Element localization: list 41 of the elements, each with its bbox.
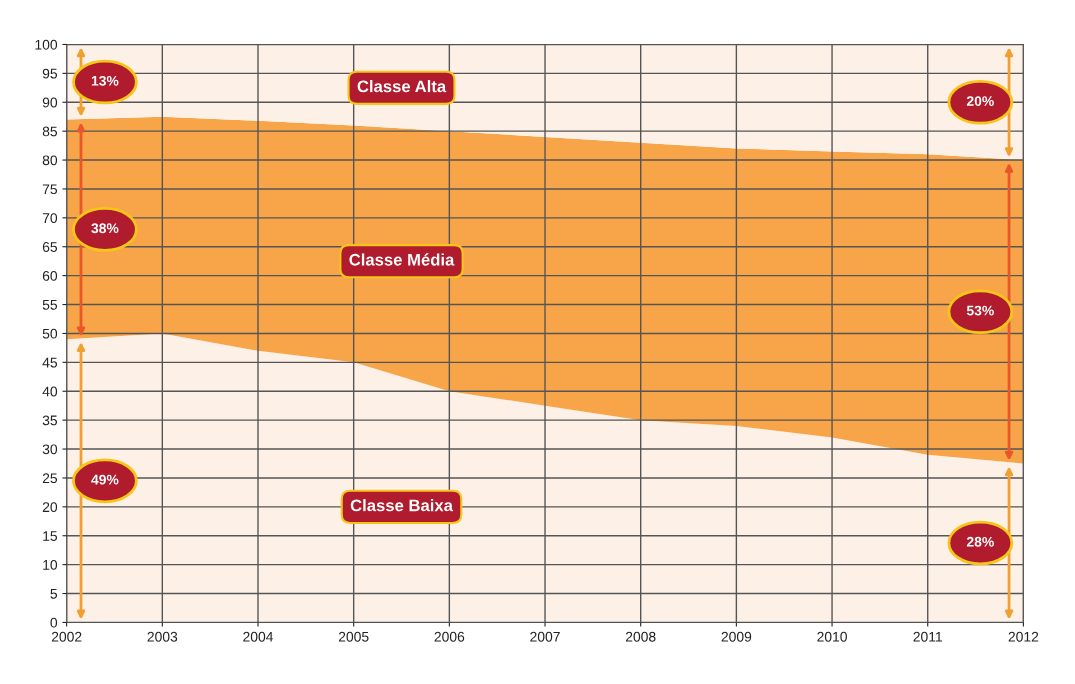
y-tick-label: 55 <box>42 300 58 310</box>
y-tick-label: 15 <box>43 531 58 541</box>
y-tick-label: 45 <box>42 357 58 368</box>
series-label: Classe Baixa <box>350 499 454 512</box>
x-tick-label: 2011 <box>913 631 942 642</box>
annotation: 53% <box>966 305 994 316</box>
y-tick-label: 85 <box>42 126 58 137</box>
y-tick-label: 35 <box>42 415 58 426</box>
x-tick-label: 2008 <box>625 631 656 642</box>
y-tick-label: 95 <box>42 68 58 79</box>
y-tick-label: 50 <box>42 328 58 339</box>
y-tick-label: 90 <box>42 97 58 108</box>
x-tick-label: 2009 <box>721 631 752 642</box>
annotation: 28% <box>966 536 994 547</box>
y-tick-label: 75 <box>42 184 58 195</box>
annotation: 13% <box>91 75 119 86</box>
series-label: Classe Média <box>349 253 455 266</box>
y-tick-label: 40 <box>42 386 58 397</box>
x-tick-label: 2004 <box>243 631 274 642</box>
y-tick-label: 100 <box>35 39 58 50</box>
annotation: 49% <box>91 474 119 485</box>
x-tick-label: 2003 <box>147 631 178 642</box>
x-tick-label: 2012 <box>1008 631 1039 642</box>
y-tick-label: 80 <box>42 155 58 166</box>
y-tick-label: 60 <box>42 270 58 281</box>
y-tick-label: 65 <box>42 242 58 252</box>
annotation: 20% <box>966 96 994 106</box>
x-tick-label: 2005 <box>338 631 369 642</box>
y-tick-label: 10 <box>43 559 58 570</box>
x-tick-label: 2006 <box>434 631 465 642</box>
x-tick-label: 2010 <box>817 631 847 642</box>
annotation: 38% <box>91 223 119 234</box>
y-tick-label: 70 <box>42 213 58 224</box>
y-tick-label: 0 <box>50 617 58 628</box>
series-label: Classe Alta <box>357 80 447 93</box>
y-tick-label: 25 <box>42 473 58 484</box>
x-tick-label: 2002 <box>51 631 82 642</box>
x-tick-label: 2007 <box>530 631 560 642</box>
y-tick-label: 20 <box>42 502 58 513</box>
y-tick-label: 5 <box>50 589 58 599</box>
y-tick-label: 30 <box>42 444 58 455</box>
